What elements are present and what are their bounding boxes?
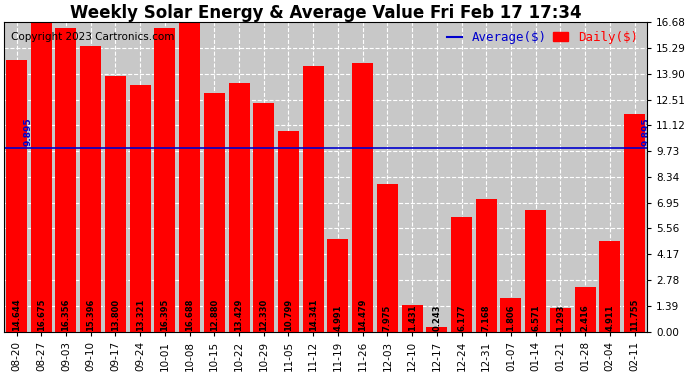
Bar xyxy=(402,305,422,332)
Text: 11.755: 11.755 xyxy=(630,298,639,331)
Title: Weekly Solar Energy & Average Value Fri Feb 17 17:34: Weekly Solar Energy & Average Value Fri … xyxy=(70,4,582,22)
Bar xyxy=(6,60,27,332)
Bar xyxy=(80,46,101,332)
Text: 16.395: 16.395 xyxy=(160,298,169,331)
Bar xyxy=(253,103,274,332)
Bar xyxy=(624,114,645,332)
Bar xyxy=(352,63,373,332)
Bar xyxy=(550,308,571,332)
Bar xyxy=(105,76,126,332)
Text: 4.991: 4.991 xyxy=(333,304,342,331)
Text: 16.675: 16.675 xyxy=(37,298,46,331)
Text: 13.800: 13.800 xyxy=(111,298,120,331)
Text: 9.895: 9.895 xyxy=(24,118,33,146)
Text: 7.168: 7.168 xyxy=(482,304,491,331)
Bar xyxy=(575,287,595,332)
Text: 9.895: 9.895 xyxy=(642,118,651,146)
Bar xyxy=(600,240,620,332)
Bar xyxy=(204,93,225,332)
Text: 10.799: 10.799 xyxy=(284,298,293,331)
Text: 15.396: 15.396 xyxy=(86,298,95,331)
Text: 1.293: 1.293 xyxy=(556,304,565,331)
Text: 1.806: 1.806 xyxy=(506,304,515,331)
Text: 7.975: 7.975 xyxy=(383,304,392,331)
Bar xyxy=(303,66,324,332)
Bar xyxy=(228,82,250,332)
Text: 6.177: 6.177 xyxy=(457,304,466,331)
Text: 13.429: 13.429 xyxy=(235,298,244,331)
Bar xyxy=(130,85,150,332)
Text: 12.880: 12.880 xyxy=(210,298,219,331)
Bar xyxy=(55,28,77,332)
Bar xyxy=(426,327,447,332)
Text: 0.243: 0.243 xyxy=(433,304,442,331)
Bar xyxy=(377,184,398,332)
Text: 6.571: 6.571 xyxy=(531,304,540,331)
Text: 16.688: 16.688 xyxy=(185,298,194,331)
Bar xyxy=(525,210,546,332)
Legend: Average($), Daily($): Average($), Daily($) xyxy=(444,28,641,46)
Text: 16.356: 16.356 xyxy=(61,298,70,331)
Bar xyxy=(155,28,175,332)
Bar xyxy=(500,298,522,332)
Text: 13.321: 13.321 xyxy=(136,298,145,331)
Text: 4.911: 4.911 xyxy=(605,304,614,331)
Text: 14.479: 14.479 xyxy=(358,298,367,331)
Text: 12.330: 12.330 xyxy=(259,298,268,331)
Bar xyxy=(475,199,497,332)
Bar xyxy=(327,239,348,332)
Text: Copyright 2023 Cartronics.com: Copyright 2023 Cartronics.com xyxy=(10,32,174,42)
Text: 1.431: 1.431 xyxy=(408,304,417,331)
Text: 14.644: 14.644 xyxy=(12,298,21,331)
Bar xyxy=(179,22,200,332)
Bar xyxy=(451,217,472,332)
Bar xyxy=(31,22,52,332)
Bar xyxy=(278,131,299,332)
Text: 2.416: 2.416 xyxy=(580,304,590,331)
Text: 14.341: 14.341 xyxy=(308,298,317,331)
